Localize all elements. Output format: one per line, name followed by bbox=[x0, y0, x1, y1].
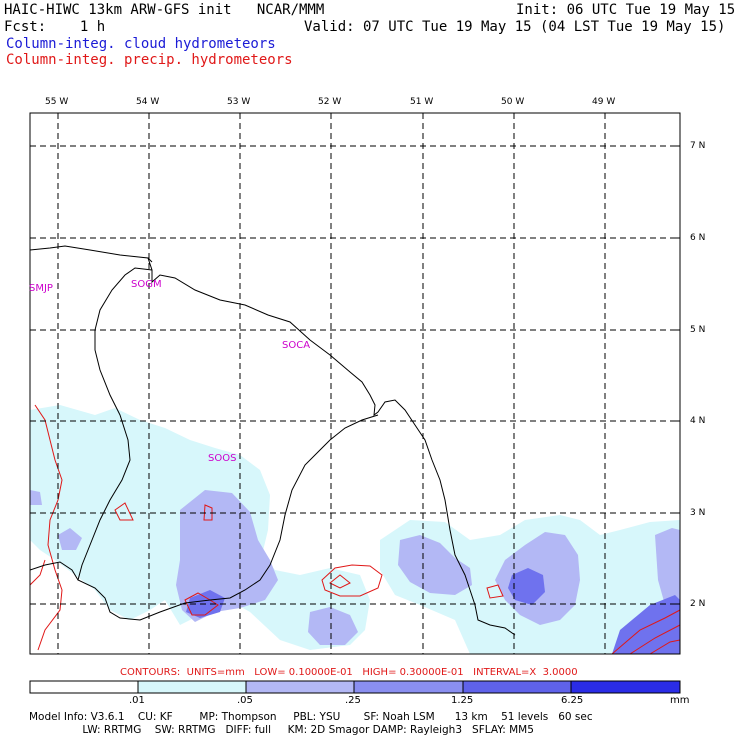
contours-caption: CONTOURS: UNITS=mm LOW= 0.10000E-01 HIGH… bbox=[120, 667, 578, 678]
graticule bbox=[30, 113, 680, 654]
plot-title: HAIC-HIWC 13km ARW-GFS init NCAR/MMM bbox=[4, 2, 325, 18]
legend-precip-hydrometeors: Column-integ. precip. hydrometeors bbox=[6, 52, 293, 68]
legend-cloud-hydrometeors: Column-integ. cloud hydrometeors bbox=[6, 36, 276, 52]
lat-label: 4 N bbox=[690, 416, 706, 426]
lon-label: 50 W bbox=[501, 97, 525, 107]
colorbar-bin bbox=[570, 680, 681, 694]
model-info-line2: LW: RRTMG SW: RRTMG DIFF: full KM: 2D Sm… bbox=[29, 724, 534, 736]
lat-label: 7 N bbox=[690, 141, 706, 151]
map-frame bbox=[29, 112, 681, 655]
station-label-sogm: SOGM bbox=[131, 279, 162, 290]
coastline bbox=[30, 245, 516, 636]
tick-marks bbox=[57, 113, 680, 605]
colorbar-label: 6.25 bbox=[561, 695, 584, 706]
colorbar-bin bbox=[137, 680, 247, 694]
lon-label: 51 W bbox=[410, 97, 434, 107]
colorbar-label: .25 bbox=[345, 695, 361, 706]
station-label-soca: SOCA bbox=[282, 340, 311, 351]
lon-label: 53 W bbox=[227, 97, 251, 107]
colorbar-label: 1.25 bbox=[451, 695, 474, 706]
valid-time: Valid: 07 UTC Tue 19 May 15 (04 LST Tue … bbox=[304, 19, 726, 35]
lat-label: 6 N bbox=[690, 233, 706, 243]
station-label-soos: SOOS bbox=[208, 453, 237, 464]
forecast-hour: Fcst: 1 h bbox=[4, 19, 106, 35]
cloud-shading-mid bbox=[30, 490, 680, 645]
init-time: Init: 06 UTC Tue 19 May 15 bbox=[516, 2, 736, 18]
station-label-smjp: SMJP bbox=[29, 283, 53, 294]
colorbar-label: .05 bbox=[237, 695, 253, 706]
lon-label: 52 W bbox=[318, 97, 342, 107]
lat-label: 2 N bbox=[690, 599, 706, 609]
colorbar-unit: mm bbox=[670, 695, 690, 706]
colorbar-bin bbox=[353, 680, 464, 694]
colorbar bbox=[29, 680, 681, 694]
precip-contours bbox=[30, 404, 680, 654]
colorbar-bin bbox=[245, 680, 355, 694]
lon-label: 55 W bbox=[45, 97, 69, 107]
lat-label: 5 N bbox=[690, 325, 706, 335]
lon-label: 49 W bbox=[592, 97, 616, 107]
lat-label: 3 N bbox=[690, 508, 706, 518]
cloud-shading-light bbox=[30, 405, 680, 654]
colorbar-bin bbox=[29, 680, 139, 694]
lon-label: 54 W bbox=[136, 97, 160, 107]
model-info-line1: Model Info: V3.6.1 CU: KF MP: Thompson P… bbox=[29, 711, 593, 723]
colorbar-bin bbox=[462, 680, 572, 694]
colorbar-label: .01 bbox=[129, 695, 145, 706]
